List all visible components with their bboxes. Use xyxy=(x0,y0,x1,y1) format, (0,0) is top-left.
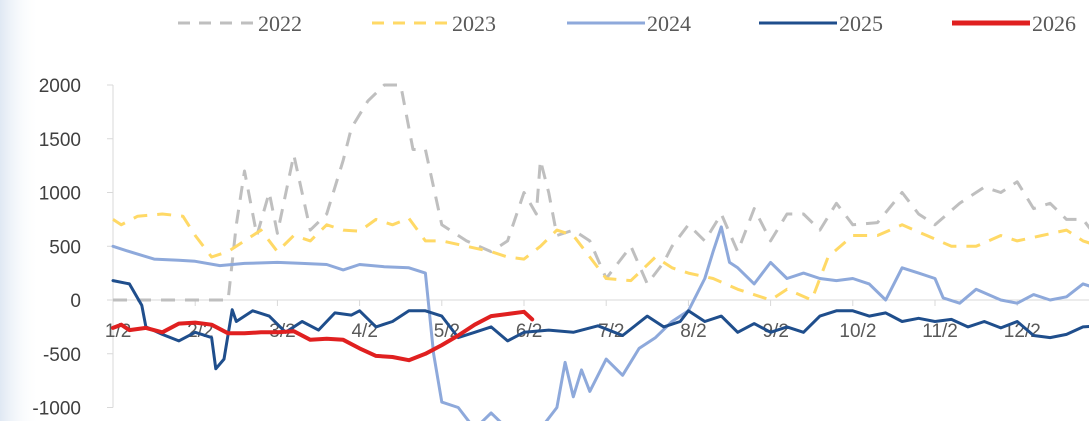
y-tick-label: -1000 xyxy=(32,399,81,420)
x-tick-label: 10/2 xyxy=(839,321,876,342)
legend-label-2026: 2026 xyxy=(1032,11,1076,36)
legend: 2022 2023 2024 2025 2026 xyxy=(178,11,1076,36)
series-line-2024 xyxy=(111,225,1089,421)
x-tick-label: 8/2 xyxy=(680,321,706,342)
y-tick-label: 0 xyxy=(70,291,81,312)
legend-label-2024: 2024 xyxy=(647,11,691,36)
x-tick-label: 11/2 xyxy=(922,321,958,342)
y-tick-label: 1000 xyxy=(39,184,81,205)
legend-label-2023: 2023 xyxy=(452,11,496,36)
y-tick-label: 1500 xyxy=(39,130,81,151)
series-line-2025 xyxy=(111,279,1089,371)
series-line-2022 xyxy=(113,83,1089,302)
left-background-decoration xyxy=(0,0,40,421)
y-tick-label: 2000 xyxy=(39,76,81,97)
y-tick-label: 500 xyxy=(49,237,81,258)
series-line-2026 xyxy=(111,309,535,363)
x-tick-label: 12/2 xyxy=(1004,321,1041,342)
y-tick-label: -500 xyxy=(43,345,81,366)
series-line-2023 xyxy=(112,212,1089,302)
legend-label-2025: 2025 xyxy=(839,11,883,36)
y-axis: 2000 1500 1000 500 0 -500 -1000 xyxy=(32,76,114,420)
series-layer xyxy=(111,83,1089,421)
legend-label-2022: 2022 xyxy=(258,11,302,36)
x-tick-label: 4/2 xyxy=(351,321,377,342)
